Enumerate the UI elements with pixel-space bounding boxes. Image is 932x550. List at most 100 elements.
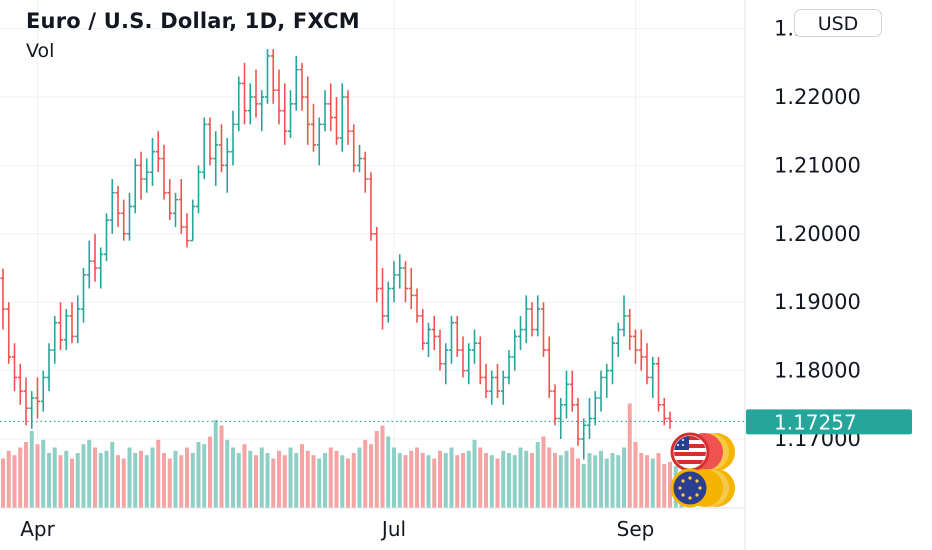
ohlc-bar (518, 315, 523, 351)
ohlc-bar (546, 336, 552, 398)
volume-bar (438, 450, 442, 508)
volume-bar (190, 453, 195, 508)
volume-bar (633, 442, 638, 508)
volume-bar (18, 447, 23, 508)
volume-bar (472, 439, 477, 508)
volume-bar (507, 453, 511, 508)
ohlc-bar (213, 131, 219, 186)
volume-bar (420, 453, 425, 508)
ohlc-bar (219, 124, 224, 173)
ohlc-bar (656, 356, 661, 412)
ohlc-bar (621, 295, 627, 337)
ohlc-bar (431, 315, 437, 351)
volume-bar (139, 450, 143, 508)
ohlc-bar (506, 350, 512, 385)
ohlc-bar (265, 49, 270, 104)
volume-bar (415, 447, 419, 508)
ohlc-bar (575, 397, 581, 446)
ohlc-bar (345, 90, 351, 145)
volume-bar (323, 453, 327, 508)
ohlc-bar (282, 83, 288, 145)
volume-bar (392, 447, 396, 508)
volume-bar (311, 455, 316, 508)
volume-bar (380, 425, 385, 508)
ohlc-bar (615, 322, 621, 357)
volume-bar (110, 442, 115, 508)
volume-bar (1, 458, 5, 508)
volume-bar (104, 450, 109, 508)
ohlc-bar (598, 370, 604, 412)
ohlc-bar (63, 309, 69, 351)
ohlc-bar (449, 315, 454, 364)
volume-bar (495, 458, 500, 508)
currency-button[interactable]: USD (794, 9, 882, 37)
ohlc-bar (328, 83, 334, 132)
ohlc-bar (564, 370, 569, 419)
ohlc-bar (6, 302, 12, 364)
ohlc-bar (132, 158, 138, 214)
ohlc-bar (529, 302, 535, 337)
ohlc-bar (362, 151, 368, 193)
ohlc-bar (58, 302, 63, 351)
volume-bar (363, 439, 368, 508)
volume-bar (259, 447, 264, 508)
ohlc-bar (167, 179, 173, 221)
volume-bar (127, 447, 132, 508)
ohlc-bar (408, 268, 414, 310)
volume-bar (317, 458, 322, 508)
volume-bar (518, 447, 523, 508)
ohlc-bar (17, 363, 23, 405)
ohlc-bar (437, 329, 443, 371)
ohlc-bar (12, 343, 17, 392)
ohlc-bar (403, 261, 408, 303)
volume-bar (489, 455, 494, 508)
volume-bar (397, 453, 402, 508)
ohlc-bar (610, 336, 615, 385)
volume-bar (558, 455, 563, 508)
ohlc-bar (247, 83, 253, 125)
volume-bar (98, 453, 103, 508)
volume-bar (484, 453, 488, 508)
ohlc-bar (144, 158, 150, 193)
volume-bar (426, 455, 431, 508)
volume-bar (645, 455, 649, 508)
volume-bar (340, 455, 345, 508)
ohlc-bar (477, 336, 483, 385)
volume-bar (196, 442, 201, 508)
ohlc-bar (627, 309, 633, 351)
y-tick-label: 1.18000 (774, 359, 861, 383)
ohlc-bar (460, 336, 466, 378)
ohlc-bar (644, 343, 650, 385)
ohlc-bar (311, 103, 316, 152)
x-tick-label: Jul (380, 517, 406, 541)
ohlc-bar (253, 69, 259, 118)
volume-bar (639, 453, 644, 508)
ohlc-bar (592, 391, 598, 426)
ohlc-bar (391, 261, 397, 303)
volume-bar (288, 447, 293, 508)
ohlc-bar (483, 363, 489, 398)
volume-bar (610, 453, 615, 508)
volume-bar (300, 444, 304, 508)
volume-bar (24, 442, 28, 508)
volume-bar (432, 458, 437, 508)
ohlc-bar (98, 247, 104, 289)
ohlc-bar (201, 117, 207, 180)
x-tick-label: Sep (617, 517, 655, 541)
ohlc-bar (127, 192, 132, 241)
volume-bar (530, 453, 534, 508)
volume-bar (604, 458, 609, 508)
ohlc-bar (23, 377, 29, 426)
ohlc-bar (322, 90, 328, 132)
ohlc-bar (155, 131, 161, 173)
volume-bar (305, 450, 310, 508)
ohlc-bar (633, 329, 638, 364)
y-tick-label: 1.21000 (774, 153, 861, 177)
ohlc-bar (385, 281, 391, 323)
volume-label: Vol (26, 40, 55, 62)
ohlc-bar (121, 199, 127, 241)
volume-bar (254, 455, 258, 508)
volume-bar (70, 458, 74, 508)
volume-bar (236, 453, 241, 508)
